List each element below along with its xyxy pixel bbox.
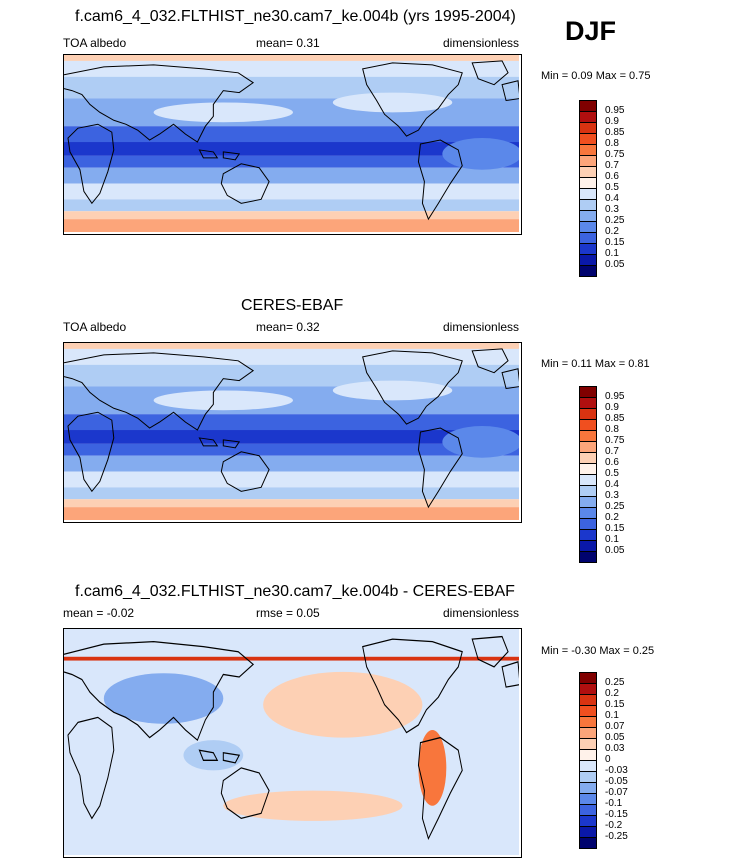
colorbar-tick-label: 0.3 (605, 490, 619, 501)
colorbar-tick-label: 0.4 (605, 193, 619, 204)
colorbar-tick-label: 0.5 (605, 468, 619, 479)
panel1-title: f.cam6_4_032.FLTHIST_ne30.cam7_ke.004b (… (75, 8, 516, 25)
panel2-colorbar: 0.95 0.9 0.85 0.8 0.75 0.7 0.6 0.5 0.4 0.3 0.25 0.2… (579, 386, 639, 564)
colorbar-tick-label: 0.15 (605, 523, 625, 534)
colorbar-swatch (579, 265, 597, 277)
colorbar-tick-label: 0.9 (605, 116, 619, 127)
colorbar-tick-label: 0.8 (605, 138, 619, 149)
panel1-colorbar: 0.95 0.9 0.85 0.8 0.75 0.7 0.6 0.5 0.4 0.3 0.25 0.2… (579, 100, 639, 278)
panel2-map (63, 342, 522, 523)
colorbar-tick-label: 0.15 (605, 699, 625, 710)
colorbar-tick-label: -0.03 (605, 765, 628, 776)
panel3-colorbar: 0.25 0.2 0.15 0.1 0.07 0.05 0.03 0 -0.03 -0.05 -0.… (579, 672, 639, 850)
colorbar-tick-label: 0.1 (605, 710, 619, 721)
map-field-svg (64, 343, 519, 520)
colorbar-tick-label: 0.75 (605, 435, 625, 446)
panel3-minmax: Min = -0.30 Max = 0.25 (541, 645, 655, 657)
panel2-minmax: Min = 0.11 Max = 0.81 (541, 358, 650, 370)
colorbar-tick-label: 0.03 (605, 743, 625, 754)
colorbar-tick-label: 0.05 (605, 732, 625, 743)
panel3-title: f.cam6_4_032.FLTHIST_ne30.cam7_ke.004b -… (75, 583, 515, 600)
colorbar-tick-label: 0.25 (605, 677, 625, 688)
colorbar-tick-label: 0.85 (605, 413, 625, 424)
colorbar-tick-label: 0.75 (605, 149, 625, 160)
colorbar-tick-label: 0.25 (605, 215, 625, 226)
colorbar-tick-label: -0.07 (605, 787, 628, 798)
colorbar-swatch (579, 551, 597, 563)
colorbar-tick-label: 0.07 (605, 721, 625, 732)
colorbar-tick-label: -0.2 (605, 820, 623, 831)
colorbar-tick-label: 0.95 (605, 105, 625, 116)
colorbar-tick-label: 0.6 (605, 457, 619, 468)
panel1-mean-label: mean= 0.31 (256, 36, 320, 50)
colorbar-tick-label: -0.25 (605, 831, 628, 842)
panel3-mean-label: mean = -0.02 (63, 606, 135, 620)
colorbar-tick-label: 0.25 (605, 501, 625, 512)
colorbar-tick-label: 0.6 (605, 171, 619, 182)
colorbar-tick-label: 0.3 (605, 204, 619, 215)
panel1-map (63, 54, 522, 235)
colorbar-tick-label: 0 (605, 754, 611, 765)
colorbar-tick-label: 0.95 (605, 391, 625, 402)
panel3-rmse-label: rmse = 0.05 (256, 606, 320, 620)
colorbar-tick-label: 0.1 (605, 248, 619, 259)
colorbar-tick-label: 0.05 (605, 545, 625, 556)
colorbar-swatch (579, 837, 597, 849)
panel1-units-label: dimensionless (443, 36, 520, 50)
panel3-units-label: dimensionless (443, 606, 520, 620)
colorbar-tick-label: 0.2 (605, 226, 619, 237)
panel2-variable-label: TOA albedo (63, 320, 127, 334)
map-field-svg (64, 629, 519, 855)
panel2-title: CERES-EBAF (241, 297, 344, 314)
colorbar-tick-label: 0.7 (605, 446, 619, 457)
panel3-map (63, 628, 522, 858)
map-field-svg (64, 55, 519, 232)
panel1-variable-label: TOA albedo (63, 36, 127, 50)
colorbar-tick-label: 0.15 (605, 237, 625, 248)
colorbar-tick-label: 0.4 (605, 479, 619, 490)
colorbar-tick-label: 0.7 (605, 160, 619, 171)
colorbar-tick-label: 0.1 (605, 534, 619, 545)
colorbar-tick-label: 0.5 (605, 182, 619, 193)
colorbar-tick-label: 0.85 (605, 127, 625, 138)
panel2-mean-label: mean= 0.32 (256, 320, 320, 334)
colorbar-tick-label: 0.8 (605, 424, 619, 435)
colorbar-tick-label: 0.9 (605, 402, 619, 413)
panel2-units-label: dimensionless (443, 320, 520, 334)
colorbar-tick-label: 0.05 (605, 259, 625, 270)
season-label: DJF (565, 16, 617, 46)
colorbar-tick-label: -0.15 (605, 809, 628, 820)
panel1-minmax: Min = 0.09 Max = 0.75 (541, 70, 651, 82)
colorbar-tick-label: 0.2 (605, 512, 619, 523)
colorbar-tick-label: -0.1 (605, 798, 623, 809)
colorbar-tick-label: 0.2 (605, 688, 619, 699)
colorbar-tick-label: -0.05 (605, 776, 628, 787)
